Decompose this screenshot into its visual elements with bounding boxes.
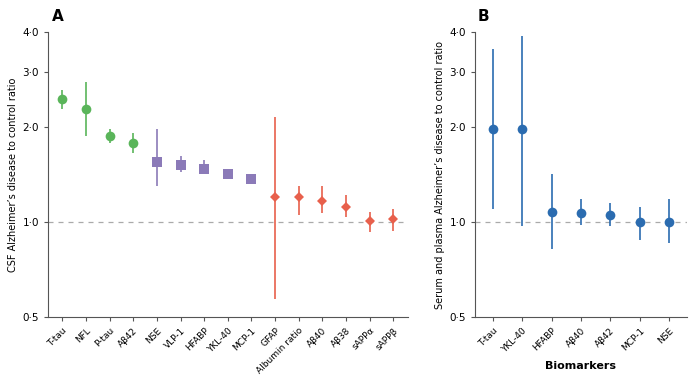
- Y-axis label: CSF Alzheimer’s disease to control ratio: CSF Alzheimer’s disease to control ratio: [8, 78, 18, 272]
- Y-axis label: Serum and plasma Alzheimer’s disease to control ratio: Serum and plasma Alzheimer’s disease to …: [436, 41, 445, 309]
- X-axis label: Biomarkers: Biomarkers: [546, 361, 616, 371]
- Text: B: B: [477, 9, 489, 24]
- Text: A: A: [51, 9, 63, 24]
